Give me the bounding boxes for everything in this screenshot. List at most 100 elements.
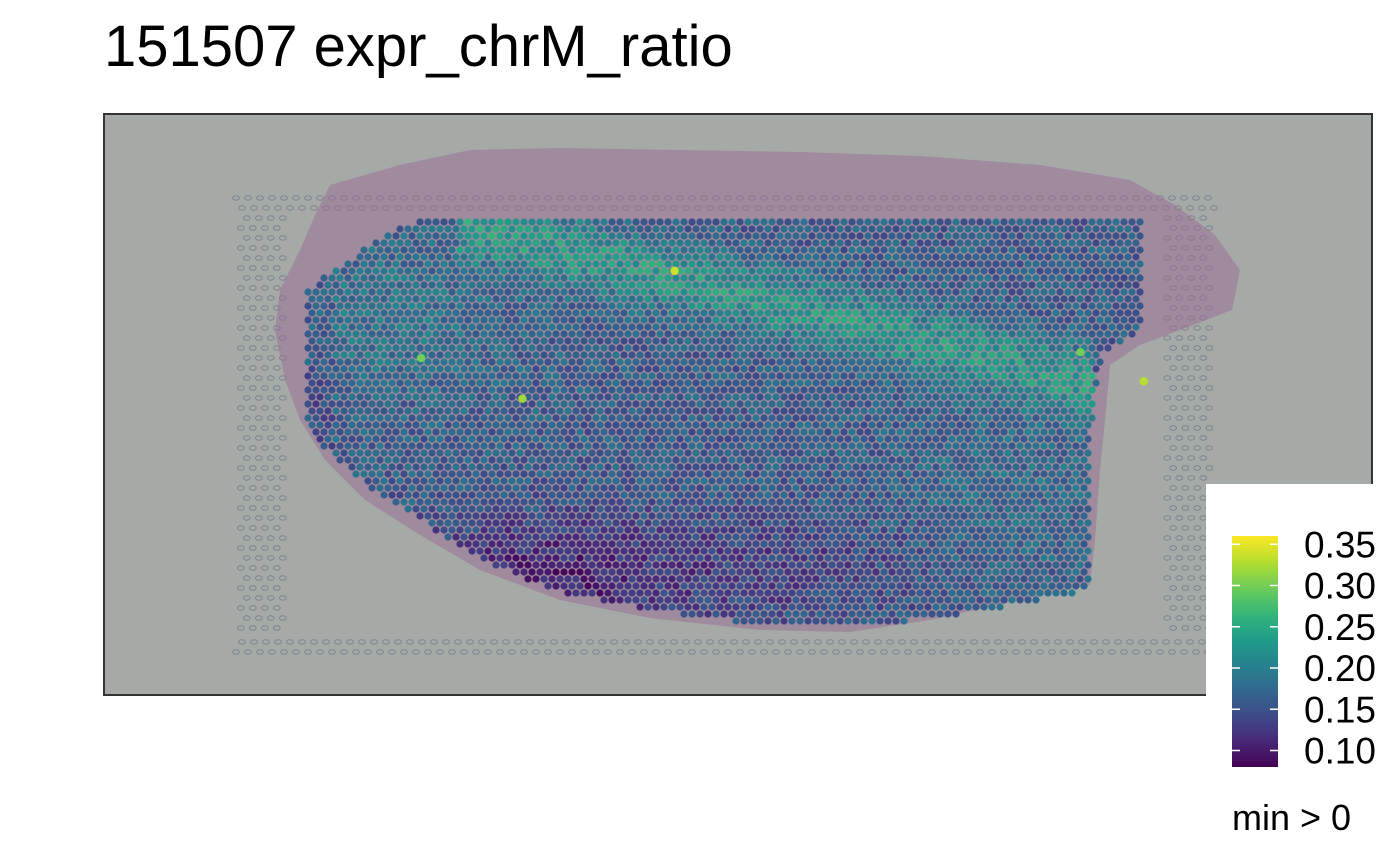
spot xyxy=(1016,512,1024,520)
spot xyxy=(652,323,660,331)
fiducial-dot xyxy=(436,649,444,655)
spot xyxy=(768,288,776,296)
spot xyxy=(344,400,352,408)
spot xyxy=(848,470,856,478)
spot xyxy=(1088,274,1096,282)
spot xyxy=(840,260,848,268)
spot xyxy=(696,414,704,422)
spot xyxy=(556,505,564,513)
spot xyxy=(952,316,960,324)
spot xyxy=(968,246,976,254)
spot xyxy=(776,288,784,296)
spot xyxy=(940,393,948,401)
spot xyxy=(860,295,868,303)
spot xyxy=(728,344,736,352)
spot xyxy=(968,316,976,324)
spot xyxy=(984,372,992,380)
fiducial-dot xyxy=(1175,535,1184,541)
fiducial-dot xyxy=(586,639,594,645)
spot xyxy=(612,295,620,303)
spot xyxy=(460,393,468,401)
fiducial-dot xyxy=(292,649,300,655)
spot xyxy=(548,379,556,387)
spot xyxy=(568,526,576,534)
spot xyxy=(1124,281,1132,289)
spot xyxy=(520,302,528,310)
spot xyxy=(900,365,908,373)
spot xyxy=(704,218,712,226)
spot xyxy=(544,428,552,436)
fiducial-dot xyxy=(266,375,275,381)
spot xyxy=(912,316,920,324)
spot xyxy=(456,470,464,478)
spot xyxy=(824,400,832,408)
spot xyxy=(904,470,912,478)
spot xyxy=(872,414,880,422)
fiducial-dot xyxy=(1163,515,1172,521)
spot xyxy=(568,274,576,282)
spot xyxy=(1076,519,1084,527)
fiducial-dot xyxy=(1181,505,1190,511)
spot xyxy=(700,393,708,401)
spot xyxy=(564,239,572,247)
spot xyxy=(432,386,440,394)
spot xyxy=(620,267,628,275)
spot xyxy=(868,449,876,457)
spot xyxy=(548,407,556,415)
spot xyxy=(416,484,424,492)
spot xyxy=(308,351,316,359)
spot xyxy=(796,337,804,345)
spot xyxy=(1072,274,1080,282)
spot xyxy=(792,316,800,324)
spot xyxy=(676,323,684,331)
spot xyxy=(808,218,816,226)
spot xyxy=(604,449,612,457)
fiducial-dot xyxy=(658,639,666,645)
spot xyxy=(648,414,656,422)
spot xyxy=(348,435,356,443)
spot xyxy=(868,365,876,373)
spot xyxy=(396,407,404,415)
spot xyxy=(800,428,808,436)
spot xyxy=(428,463,436,471)
fiducial-dot xyxy=(1169,485,1178,491)
fiducial-dot xyxy=(802,639,810,645)
spot xyxy=(672,484,680,492)
spot xyxy=(848,288,856,296)
spot xyxy=(416,442,424,450)
fiducial-dot xyxy=(1187,475,1196,481)
spot xyxy=(324,393,332,401)
spot xyxy=(532,449,540,457)
spot xyxy=(376,442,384,450)
spot xyxy=(872,316,880,324)
spot xyxy=(752,512,760,520)
spot xyxy=(724,519,732,527)
spot xyxy=(580,491,588,499)
spot xyxy=(364,463,372,471)
spot xyxy=(620,337,628,345)
spot xyxy=(956,309,964,317)
spot xyxy=(552,330,560,338)
spot xyxy=(552,428,560,436)
spot xyxy=(896,484,904,492)
spot xyxy=(868,351,876,359)
spot xyxy=(1084,435,1092,443)
spot xyxy=(512,484,520,492)
spot xyxy=(904,372,912,380)
fiducial-dot xyxy=(862,639,870,645)
spot xyxy=(676,239,684,247)
spot xyxy=(748,253,756,261)
spot xyxy=(580,239,588,247)
spot xyxy=(600,484,608,492)
spot xyxy=(660,337,668,345)
spot xyxy=(908,295,916,303)
fiducial-dot xyxy=(1132,649,1140,655)
spot xyxy=(948,253,956,261)
spot xyxy=(604,281,612,289)
spot xyxy=(348,351,356,359)
spot xyxy=(888,428,896,436)
spot xyxy=(356,393,364,401)
spot xyxy=(884,309,892,317)
spot xyxy=(632,246,640,254)
spot xyxy=(1048,442,1056,450)
